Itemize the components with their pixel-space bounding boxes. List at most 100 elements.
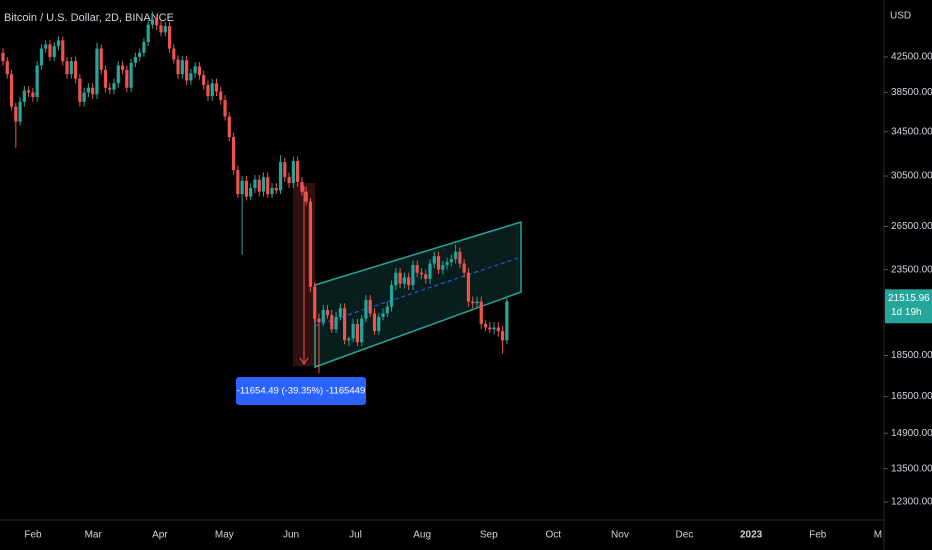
candle-body — [95, 48, 99, 95]
x-tick-label: Oct — [546, 530, 562, 541]
candle-body — [411, 265, 415, 286]
candle-body — [56, 40, 61, 47]
regression-channel — [314, 220, 522, 369]
candle-body — [18, 101, 22, 122]
candle-body — [313, 286, 317, 319]
candle-body — [407, 277, 411, 286]
candle-body — [244, 180, 248, 197]
candle-body — [197, 66, 202, 76]
candle-body — [308, 201, 313, 287]
candle-body — [138, 52, 142, 57]
chart-title: Bitcoin / U.S. Dollar, 2D, BINANCE — [4, 12, 174, 24]
candle-body — [86, 87, 90, 93]
candle-body — [317, 318, 321, 323]
candle-body — [159, 25, 163, 33]
x-tick-label: Sep — [480, 530, 498, 541]
candle-body — [500, 331, 505, 341]
candle-body — [99, 48, 103, 70]
candle-body — [300, 181, 304, 192]
candle-body — [52, 46, 56, 57]
candle-body — [155, 19, 159, 26]
candle-body — [146, 24, 150, 43]
candle-body — [61, 40, 65, 62]
candle-body — [291, 161, 295, 184]
x-tick-label: 2023 — [740, 530, 763, 541]
candle-body — [343, 308, 347, 341]
candle-body — [415, 265, 419, 273]
candle-body — [206, 85, 210, 97]
candle-body — [103, 69, 108, 88]
candle-body — [231, 137, 236, 171]
candle-body — [360, 318, 364, 343]
x-tick-label: Aug — [413, 530, 431, 541]
candle-body — [441, 265, 445, 270]
candle-body — [454, 251, 458, 260]
candle-body — [9, 74, 14, 107]
candle-body — [39, 48, 44, 66]
candle-body — [193, 66, 197, 74]
candle-body — [283, 162, 287, 178]
candle-body — [185, 60, 189, 81]
candle-body — [466, 272, 471, 302]
candle-body — [210, 83, 214, 97]
measure-arrowhead — [299, 357, 309, 365]
candle-body — [479, 301, 483, 324]
x-tick-label: Feb — [809, 530, 827, 541]
y-tick-label: 38500.00 — [891, 87, 932, 98]
candle-body — [129, 62, 133, 88]
candle-body — [505, 301, 509, 341]
candle-body — [91, 87, 95, 95]
candle-body — [338, 308, 342, 317]
candle-body — [334, 316, 338, 330]
candle-body — [347, 338, 351, 341]
candle-body — [236, 170, 240, 195]
candle-body — [167, 26, 172, 49]
candle-body — [424, 274, 428, 279]
candle-body — [35, 65, 39, 98]
candle-body — [364, 299, 368, 319]
x-tick-label: May — [215, 530, 234, 541]
y-tick-label: 16500.00 — [891, 391, 932, 402]
candles — [1, 11, 509, 374]
candle-body — [261, 177, 266, 192]
candle-body — [257, 179, 261, 192]
candle-body — [227, 116, 231, 138]
x-tick-label: Dec — [676, 530, 694, 541]
candle-body — [266, 177, 270, 195]
candle-body — [368, 299, 372, 314]
candle-body — [73, 61, 78, 79]
candle-body — [287, 177, 291, 184]
x-tick-label: Jun — [283, 530, 299, 541]
candle-body — [372, 313, 377, 332]
candle-body — [475, 301, 479, 304]
candle-body — [78, 78, 82, 102]
candle-body — [223, 99, 227, 117]
last-price-label: 21515.96 — [888, 293, 930, 304]
candle-body — [214, 83, 219, 92]
channel-area — [314, 220, 522, 369]
x-tick-label: Jul — [349, 530, 362, 541]
y-tick-label: 13500.00 — [891, 463, 932, 474]
candle-body — [163, 26, 167, 33]
candle-body — [44, 44, 48, 49]
x-tick-label: Apr — [152, 530, 168, 541]
candle-body — [133, 56, 137, 63]
countdown-label: 1d 19h — [891, 307, 922, 318]
last-price-tag — [885, 289, 932, 324]
candle-body — [432, 256, 436, 264]
candle-body — [48, 44, 52, 57]
channel-midline — [314, 256, 522, 327]
candle-body — [150, 19, 155, 25]
y-tick-label: 14900.00 — [891, 428, 932, 439]
candle-body — [180, 60, 184, 75]
candle-body — [428, 263, 432, 279]
candle-body — [296, 161, 300, 182]
candle-body — [240, 180, 244, 195]
candle-body — [69, 61, 73, 75]
y-tick-label: 18500.00 — [891, 350, 932, 361]
candle-body — [22, 90, 26, 102]
x-tick-label: M — [874, 530, 882, 541]
